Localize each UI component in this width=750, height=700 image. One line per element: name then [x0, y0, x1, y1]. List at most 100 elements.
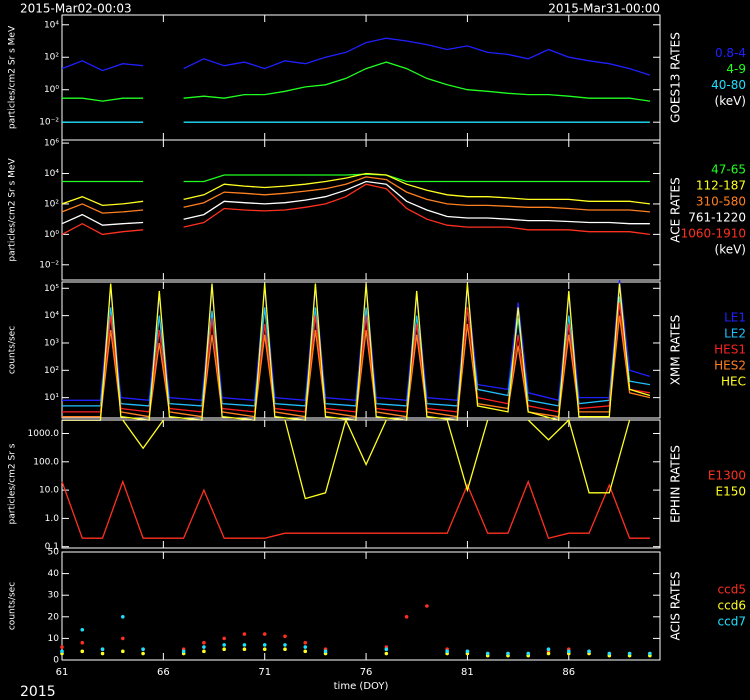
legend-entry: HES1 [714, 343, 746, 357]
data-point [587, 649, 591, 654]
data-point [323, 649, 328, 654]
y-tick-label: 10⁶ [44, 139, 59, 149]
data-point [283, 647, 287, 651]
year: 2015 [20, 684, 56, 700]
series-line [61, 183, 650, 236]
x-axis-label: time (DOY) [334, 681, 389, 692]
data-point [100, 647, 105, 651]
data-point [607, 651, 612, 656]
y-axis-label: counts/sec [8, 582, 18, 630]
start-time: 2015-Mar02-00:03 [20, 2, 132, 16]
data-point [222, 647, 226, 651]
x-tick-label: 61 [56, 667, 69, 678]
panel-title: EPHIN RATES [669, 445, 683, 523]
data-point [262, 647, 267, 651]
y-tick-label: 10⁵ [44, 284, 59, 294]
legend-entry: E1300 [708, 469, 746, 483]
x-tick-label: 66 [157, 667, 170, 678]
data-point [141, 647, 145, 651]
data-point [202, 649, 206, 654]
y-tick-label: 100.0 [33, 457, 59, 467]
data-point [546, 647, 551, 651]
data-point [303, 640, 308, 645]
y-tick-label: 1000.0 [28, 429, 60, 439]
legend-entry: 40-80 [711, 78, 746, 92]
y-tick-label: 10⁻² [39, 260, 59, 270]
legend-entry: HES2 [714, 359, 746, 373]
y-axis-label: particles/cm2 Sr s MeV [8, 158, 18, 262]
data-point [506, 651, 510, 656]
series-line [62, 283, 651, 422]
x-tick-label: 81 [461, 667, 474, 678]
data-point [404, 615, 409, 619]
y-axis-label: counts/sec [8, 326, 18, 374]
data-point [60, 645, 64, 649]
data-point [648, 651, 652, 656]
data-point [303, 649, 308, 654]
series-line [62, 61, 650, 102]
data-point [100, 651, 105, 656]
y-tick-label: 10² [44, 366, 59, 376]
legend-entry: LE2 [724, 327, 746, 341]
data-point [121, 649, 125, 654]
y-axis-label: particles/cm2 Sr s MeV [8, 25, 18, 129]
y-tick-label: 10³ [44, 338, 59, 348]
data-point [283, 634, 287, 639]
y-tick-label: 0.1 [45, 542, 59, 552]
legend-entry: 4-9 [726, 62, 746, 76]
data-point [465, 649, 470, 654]
legend-entry: E150 [716, 485, 747, 499]
y-tick-label: 20 [48, 612, 60, 622]
series-line [61, 180, 650, 226]
series-line [61, 479, 650, 539]
data-point [283, 643, 287, 647]
panel-frame [61, 281, 661, 419]
data-point [526, 651, 531, 656]
x-tick-label: 71 [258, 667, 271, 678]
series-line [61, 172, 650, 207]
data-point [303, 645, 308, 649]
legend-entry: 112-187 [696, 179, 746, 193]
panel-frame [61, 14, 661, 141]
y-tick-label: 10⁰ [44, 85, 59, 95]
y-tick-label: 10⁴ [44, 169, 59, 179]
legend-entry: 47-65 [711, 163, 746, 177]
x-tick-label: 76 [360, 667, 373, 678]
y-tick-label: 10⁴ [44, 20, 59, 30]
data-point [262, 632, 267, 636]
data-point [384, 647, 389, 651]
y-tick-label: 10² [44, 53, 59, 63]
y-tick-label: 10² [44, 199, 59, 209]
legend-entry: ccd6 [718, 599, 746, 613]
series-line [62, 173, 650, 183]
data-point [627, 651, 632, 656]
data-point [242, 632, 247, 636]
legend-entry: 0.8-4 [715, 46, 746, 60]
y-tick-label: 50 [48, 548, 60, 558]
series-line [62, 315, 651, 418]
y-tick-label: 40 [48, 569, 60, 579]
panel-title: ACE RATES [669, 177, 683, 242]
data-point [262, 643, 267, 647]
series-line [122, 418, 631, 500]
legend-entry: ccd7 [718, 615, 746, 629]
y-tick-label: 10⁰ [44, 230, 59, 240]
data-point [546, 651, 551, 656]
data-point [242, 643, 247, 647]
y-tick-label: 10⁴ [44, 311, 59, 321]
y-tick-label: 1.0 [45, 514, 60, 524]
panel-title: ACIS RATES [669, 571, 683, 640]
data-point [445, 649, 449, 654]
y-tick-label: 10.0 [39, 486, 59, 496]
panel-title: XMM RATES [669, 315, 683, 385]
data-point [222, 636, 226, 641]
data-point [80, 627, 85, 632]
legend-entry: HEC [721, 375, 746, 389]
legend-entry: 761-1220 [688, 211, 746, 225]
data-point [60, 649, 64, 654]
y-tick-label: 10 [48, 634, 60, 644]
data-point [121, 615, 125, 619]
legend-entry: 1060-1910 [681, 227, 746, 241]
legend-entry: LE1 [724, 311, 746, 325]
